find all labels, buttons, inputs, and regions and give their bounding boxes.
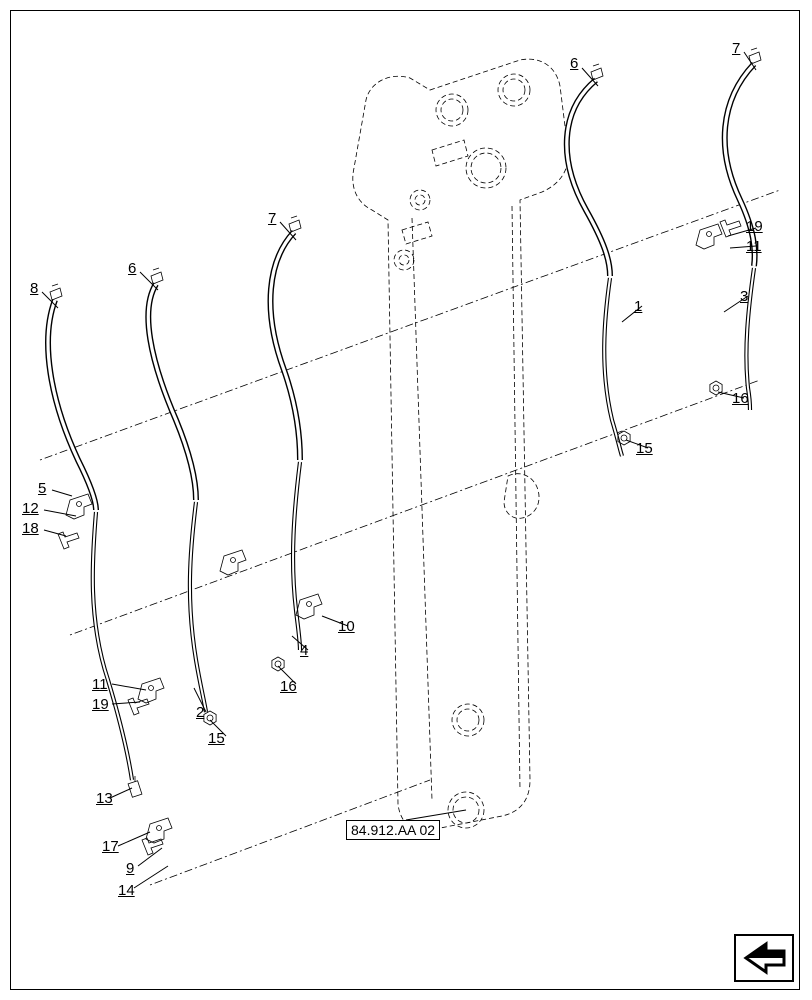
callout-number: 1 [634,298,642,315]
callout-number: 11 [746,238,762,255]
callout-number: 14 [118,882,135,899]
callout-4: 4 [300,642,308,659]
callout-number: 6 [570,55,578,72]
callout-number: 7 [268,210,276,227]
callout-6: 6 [570,55,578,72]
callout-number: 18 [22,520,39,537]
callout-number: 11 [92,676,108,693]
callout-number: 5 [38,480,46,497]
callout-19: 19 [746,218,763,235]
callout-6: 6 [128,260,136,277]
callout-10: 10 [338,618,355,635]
boom-arm [353,59,568,831]
callout-number: 17 [102,838,119,855]
callout-7: 7 [268,210,276,227]
callout-7: 7 [732,40,740,57]
callout-number: 15 [636,440,653,457]
callout-1: 1 [634,298,642,315]
callout-11: 11 [746,238,762,255]
callout-number: 3 [740,288,748,305]
reference-label: 84.912.AA 02 [351,822,435,838]
callout-number: 9 [126,860,134,877]
nav-back-icon[interactable] [734,934,794,982]
callout-number: 15 [208,730,225,747]
callout-15: 15 [636,440,653,457]
tubes-group [93,268,754,780]
callout-number: 7 [732,40,740,57]
callout-number: 16 [280,678,297,695]
callout-number: 6 [128,260,136,277]
callout-8: 8 [30,280,38,297]
callout-number: 19 [746,218,763,235]
callout-19: 19 [92,696,109,713]
callout-number: 8 [30,280,38,297]
callout-2: 2 [196,704,204,721]
callout-number: 13 [96,790,113,807]
reference-box: 84.912.AA 02 [346,820,440,840]
hoses-group [48,48,761,510]
diagram-svg [0,0,812,1000]
callout-number: 4 [300,642,308,659]
callout-18: 18 [22,520,39,537]
callout-5: 5 [38,480,46,497]
callout-number: 19 [92,696,109,713]
callout-9: 9 [126,860,134,877]
callout-number: 16 [732,390,749,407]
callout-leaders [42,52,756,888]
callout-number: 10 [338,618,355,635]
callout-number: 12 [22,500,39,517]
callout-15: 15 [208,730,225,747]
callout-17: 17 [102,838,119,855]
callout-3: 3 [740,288,748,305]
callout-number: 2 [196,704,204,721]
callout-16: 16 [280,678,297,695]
callout-12: 12 [22,500,39,517]
callout-14: 14 [118,882,135,899]
small-parts [58,220,741,855]
callout-13: 13 [96,790,113,807]
callout-11: 11 [92,676,108,693]
callout-16: 16 [732,390,749,407]
